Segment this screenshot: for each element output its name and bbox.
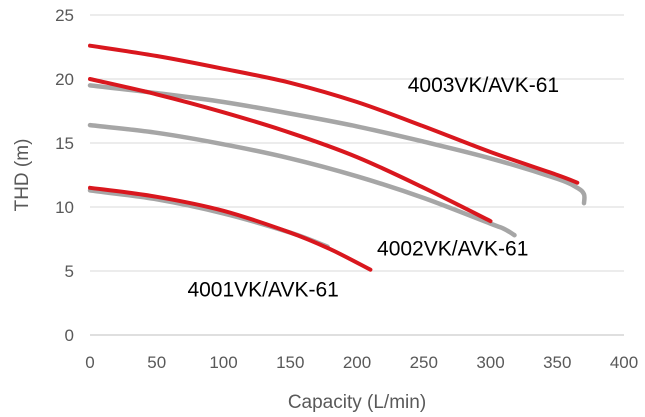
x-tick-label: 200 — [343, 353, 371, 372]
y-tick-label: 0 — [65, 326, 74, 345]
gray-curve-5 — [87, 188, 330, 249]
x-tick-label: 250 — [410, 353, 438, 372]
x-tick-label: 300 — [476, 353, 504, 372]
red-curve-4 — [88, 185, 373, 272]
x-tick-label: 50 — [147, 353, 166, 372]
x-tick-label: 100 — [209, 353, 237, 372]
y-axis-title: THD (m) — [12, 139, 33, 212]
annotations: 4003VK/AVK-61 4002VK/AVK-61 4001VK/AVK-61 — [187, 74, 559, 302]
x-axis-title: Capacity (L/min) — [288, 392, 426, 413]
x-tick-label: 350 — [543, 353, 571, 372]
gray-curve-3 — [87, 122, 517, 238]
model-label-2: 4001VK/AVK-61 — [187, 279, 338, 302]
series-lines — [87, 43, 587, 272]
gridlines — [90, 14, 624, 272]
gray-curve-1 — [87, 83, 587, 206]
y-tick-label: 20 — [55, 70, 74, 89]
model-label-1: 4002VK/AVK-61 — [377, 238, 528, 261]
y-tick-label: 5 — [65, 262, 74, 281]
red-curve-0 — [88, 43, 580, 185]
x-tick-label: 400 — [610, 353, 638, 372]
model-label-0: 4003VK/AVK-61 — [408, 74, 559, 97]
y-tick-label: 10 — [55, 198, 74, 217]
y-tick-label: 25 — [55, 6, 74, 25]
x-tick-label: 150 — [276, 353, 304, 372]
x-tick-label: 0 — [85, 353, 94, 372]
y-tick-label: 15 — [55, 134, 74, 153]
red-curve-2 — [88, 77, 493, 224]
